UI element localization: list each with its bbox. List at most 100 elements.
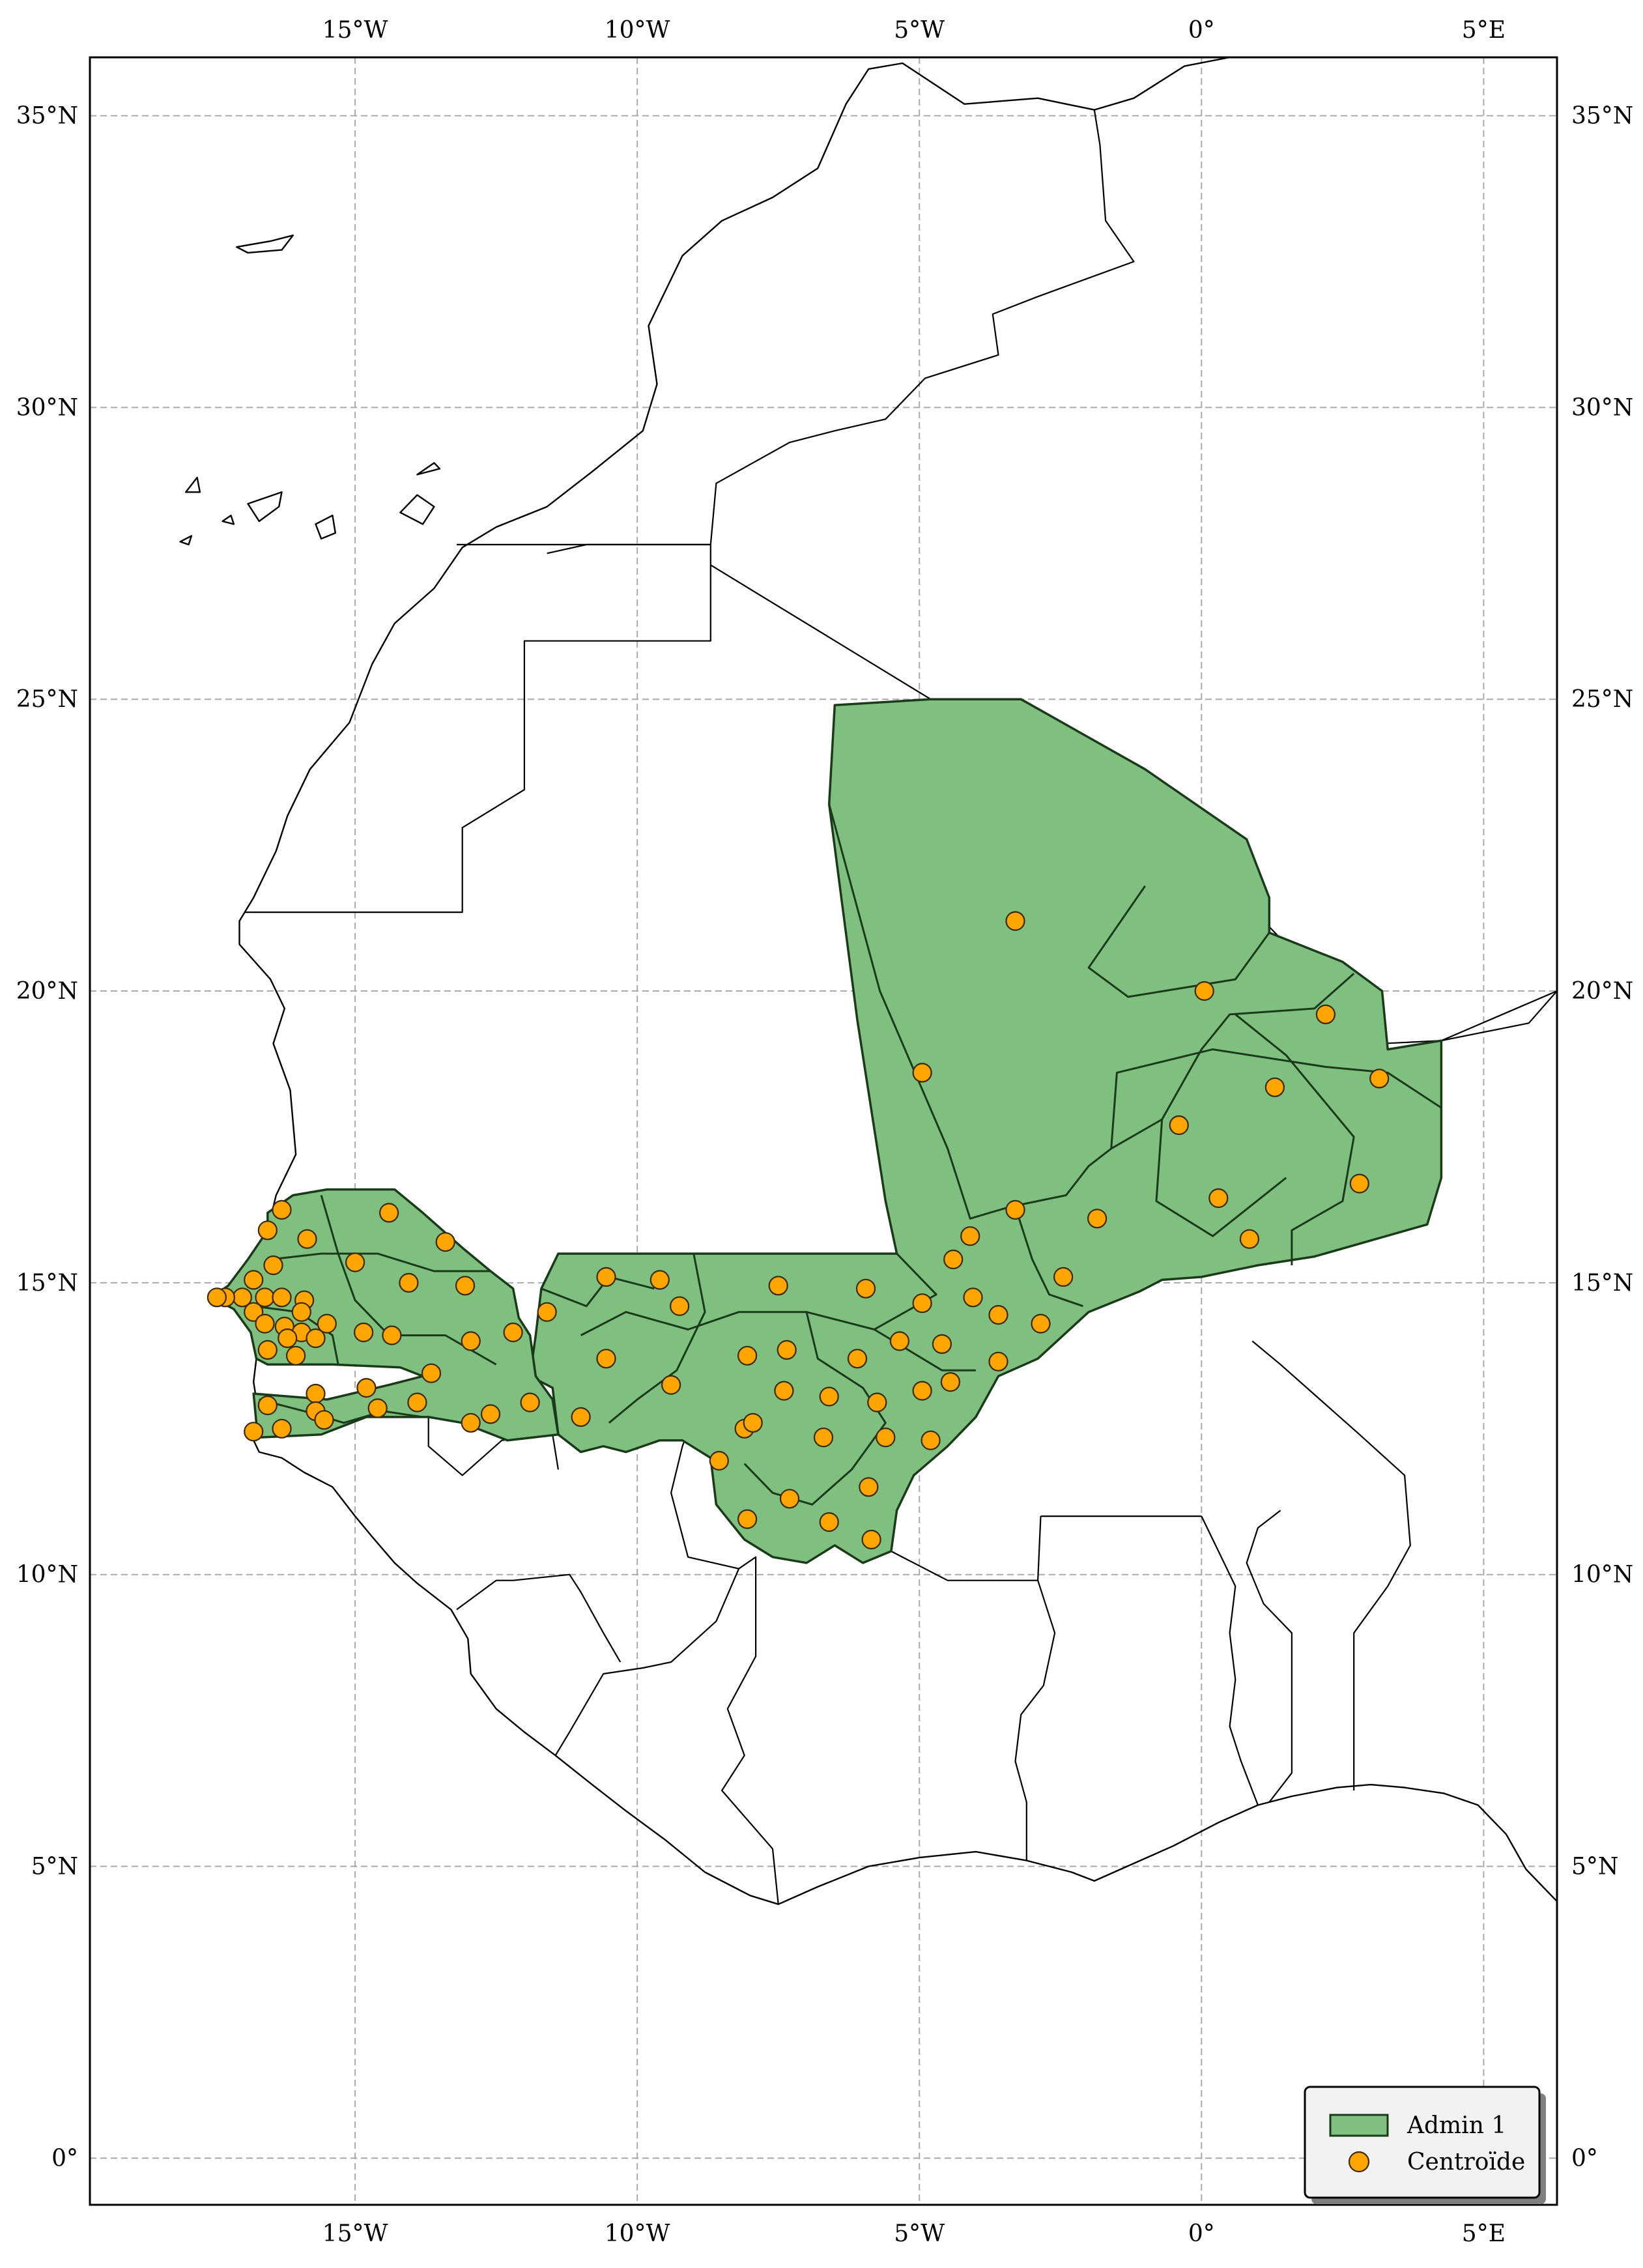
centroid-point <box>286 1345 306 1366</box>
centroid-point <box>819 1386 839 1407</box>
country-border <box>1441 990 1558 1042</box>
centroid-point <box>244 1422 264 1442</box>
lon-tick-label-bottom: 5°W <box>894 2220 945 2247</box>
island <box>236 235 294 254</box>
admin1-region-group <box>210 1188 560 1442</box>
centroid-point <box>813 1428 834 1448</box>
lat-tick-label-right: 10°N <box>1571 1562 1633 1588</box>
centroid-point <box>278 1328 298 1349</box>
centroid-point <box>461 1413 481 1433</box>
centroid-point <box>244 1270 264 1290</box>
centroid-point <box>1264 1077 1285 1097</box>
island <box>416 462 441 476</box>
lon-tick-label-bottom: 5°E <box>1462 2220 1506 2247</box>
centroid-point <box>207 1287 227 1308</box>
centroid-point <box>272 1287 292 1308</box>
lon-tick-label-top: 15°W <box>322 17 388 44</box>
lat-tick-label-left: 5°N <box>31 1854 78 1880</box>
centroid-point <box>1208 1188 1229 1209</box>
centroid-point <box>988 1304 1008 1325</box>
admin1-boundary <box>253 1305 339 1365</box>
centroid-point <box>291 1302 311 1322</box>
centroid-point <box>421 1363 442 1383</box>
centroid-point <box>571 1407 591 1427</box>
tick-labels: 15°W 15°W 10°W 10°W 5°W 5°W 0° 0° 5°E 5°E 35°N 35°N… <box>16 17 1634 2247</box>
admin1-boundary <box>541 1276 655 1308</box>
centroid-point <box>1087 1209 1107 1229</box>
centroid-point <box>461 1331 481 1351</box>
legend-admin1-label: Admin 1 <box>1407 2112 1506 2139</box>
lat-tick-label-left: 0° <box>51 2145 78 2172</box>
lat-tick-label-left: 20°N <box>16 978 78 1005</box>
lat-tick-label-left: 10°N <box>16 1562 78 1588</box>
admin1-boundary <box>1235 1013 1355 1265</box>
lon-tick-label-bottom: 0° <box>1188 2220 1215 2247</box>
centroid-point <box>317 1313 337 1334</box>
centroid-point <box>537 1302 557 1322</box>
centroid-point <box>272 1418 292 1439</box>
centroid-point <box>847 1349 868 1369</box>
centroid-point <box>379 1203 399 1223</box>
centroid-point <box>297 1229 317 1249</box>
centroid-point <box>596 1267 616 1287</box>
centroid-point <box>257 1395 278 1416</box>
centroid-point <box>737 1345 758 1366</box>
centroid-point <box>314 1410 334 1430</box>
centroid-point <box>912 1063 932 1083</box>
centroid-point <box>743 1413 763 1433</box>
country-border <box>721 1556 779 1904</box>
lat-tick-label-right: 35°N <box>1571 103 1633 130</box>
coastline <box>1094 56 1230 111</box>
lat-tick-label-right: 25°N <box>1571 686 1633 713</box>
country-border <box>554 1568 740 1756</box>
country-border <box>891 1550 1038 1581</box>
centroid-point <box>1169 1115 1189 1136</box>
lat-tick-label-right: 15°N <box>1571 1270 1633 1297</box>
centroid-point <box>1031 1313 1051 1334</box>
lon-tick-label-bottom: 10°W <box>605 2220 670 2247</box>
centroid-point <box>520 1392 540 1413</box>
island <box>399 494 435 525</box>
lat-tick-label-left: 30°N <box>16 394 78 421</box>
centroid-point <box>768 1276 788 1296</box>
centroid-point <box>943 1249 964 1270</box>
centroid-point <box>960 1226 980 1246</box>
admin1-boundary <box>1087 885 1270 998</box>
country-border <box>547 543 711 554</box>
centroid-point <box>709 1450 729 1471</box>
centroid-point <box>774 1381 794 1401</box>
centroid-point <box>737 1509 758 1529</box>
centroid-point <box>963 1287 983 1308</box>
centroid-point <box>399 1272 419 1293</box>
legend-admin1-swatch <box>1329 2114 1389 2137</box>
island <box>179 535 193 546</box>
admin1-boundary <box>1110 1048 1442 1149</box>
centroid-point <box>988 1351 1008 1371</box>
admin1-boundary <box>1014 1206 1083 1308</box>
lat-tick-label-right: 5°N <box>1571 1854 1618 1880</box>
centroid-point <box>306 1383 326 1404</box>
lon-tick-label-bottom: 15°W <box>322 2220 388 2247</box>
centroid-point <box>1005 911 1025 931</box>
centroid-point <box>353 1322 374 1343</box>
admin1-boundary <box>320 1195 497 1366</box>
island <box>185 476 201 493</box>
lon-tick-label-top: 0° <box>1188 17 1215 44</box>
centroid-point <box>819 1512 839 1532</box>
country-border <box>427 1416 559 1476</box>
centroid-point <box>455 1276 476 1296</box>
legend-box <box>1304 2086 1541 2199</box>
admin1-boundary <box>270 1252 491 1272</box>
centroid-point <box>1194 981 1214 1001</box>
island <box>315 514 336 540</box>
lat-tick-label-right: 0° <box>1571 2145 1598 2172</box>
admin1-regions <box>210 698 1443 1564</box>
centroid-point <box>435 1232 455 1252</box>
centroid-point <box>661 1375 681 1395</box>
centroid-point <box>255 1313 275 1334</box>
lat-tick-label-left: 25°N <box>16 686 78 713</box>
centroid-point <box>876 1428 896 1448</box>
centroid-point <box>356 1378 377 1398</box>
centroid-point <box>596 1349 616 1369</box>
